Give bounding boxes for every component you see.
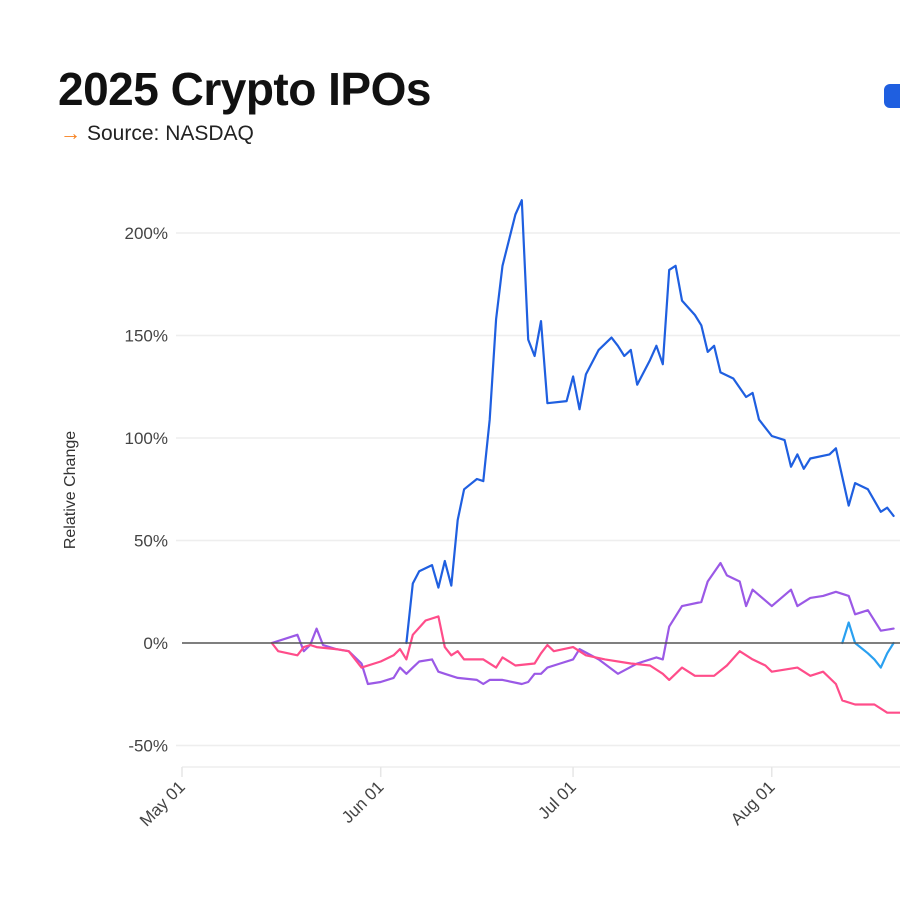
x-tick-label: Jul 01 xyxy=(534,777,580,823)
series-line-3 xyxy=(270,615,900,714)
chart-title: 2025 Crypto IPOs xyxy=(58,63,431,115)
x-tick-label: May 01 xyxy=(136,777,189,830)
y-tick-label: 100% xyxy=(125,429,168,448)
y-tick-label: -50% xyxy=(128,737,168,756)
source-text: Source: NASDAQ xyxy=(87,122,254,145)
y-tick-label: 200% xyxy=(125,224,168,243)
arrow-right-icon: → xyxy=(60,122,81,145)
chart-source: → Source: NASDAQ xyxy=(60,122,254,146)
y-tick-label: 50% xyxy=(134,532,168,551)
y-tick-label: 150% xyxy=(125,327,168,346)
x-tick-label: Jun 01 xyxy=(338,777,388,827)
y-axis-label: Relative Change xyxy=(62,431,79,549)
series-line-2 xyxy=(270,561,895,686)
series-line-1 xyxy=(405,199,895,645)
x-tick-label: Aug 01 xyxy=(727,777,779,829)
y-tick-label: 0% xyxy=(143,634,168,653)
series-line-4 xyxy=(841,621,895,669)
legend-swatch[interactable] xyxy=(884,84,900,108)
